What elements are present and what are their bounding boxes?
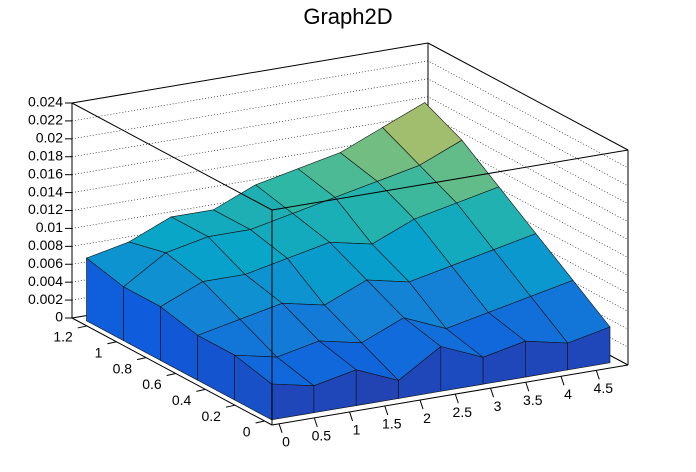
z-tick-label: 0.01	[36, 219, 63, 235]
tick-mark	[313, 417, 318, 428]
y-tick-label: 0.2	[201, 408, 221, 424]
x-tick-label: 2.5	[453, 404, 473, 420]
tick-mark	[384, 405, 389, 416]
z-tick-label: 0.004	[28, 273, 63, 289]
grid-line	[71, 114, 629, 222]
tick-mark	[419, 399, 424, 410]
x-tick-label: 0	[282, 434, 290, 450]
y-tick-label: 1	[95, 344, 103, 360]
grid-line	[71, 42, 629, 151]
tick-mark	[136, 357, 147, 361]
x-tick-label: 4.5	[594, 380, 614, 396]
x-tick-label: 2	[423, 410, 431, 426]
y-tick-label: 0	[243, 424, 251, 440]
tick-mark	[77, 325, 87, 329]
grid-line	[71, 96, 629, 205]
z-tick-label: 0.022	[28, 112, 63, 128]
tick-mark	[196, 388, 206, 392]
y-axis	[71, 317, 273, 426]
z-tick-label: 0.008	[28, 237, 63, 253]
z-tick-label: 0	[55, 309, 63, 325]
chart-title: Graph2D	[303, 4, 392, 29]
tick-mark	[255, 420, 265, 424]
tick-mark	[454, 393, 459, 404]
axis-box	[271, 149, 629, 211]
y-tick-label: 0.4	[172, 392, 192, 408]
tick-mark	[278, 423, 283, 433]
grid-line	[71, 132, 629, 240]
tick-mark	[225, 404, 236, 408]
axis-box	[71, 102, 273, 211]
grid-line	[71, 60, 629, 169]
x-tick-label: 1.5	[382, 416, 402, 432]
x-axis	[271, 364, 629, 426]
tick-mark	[560, 376, 565, 386]
z-tick-label: 0.018	[28, 147, 63, 163]
y-tick-label: 1.2	[53, 329, 73, 345]
tick-mark	[107, 341, 117, 345]
y-tick-label: 0.6	[142, 376, 162, 392]
grid-line	[71, 168, 629, 276]
x-tick-label: 1	[353, 422, 361, 438]
z-tick-label: 0.006	[28, 255, 63, 271]
z-tick-label: 0.014	[28, 183, 63, 199]
z-tick-label: 0.012	[28, 201, 63, 217]
z-tick-label: 0.02	[36, 130, 63, 146]
x-tick-label: 0.5	[312, 428, 332, 444]
x-tick-label: 3.5	[523, 392, 543, 408]
z-tick-label: 0.016	[28, 165, 63, 181]
tick-mark	[595, 370, 600, 380]
tick-mark	[166, 372, 176, 376]
y-tick-label: 0.8	[113, 360, 133, 376]
x-tick-label: 3	[494, 398, 502, 414]
surface-skirt	[567, 326, 611, 371]
tick-mark	[349, 411, 354, 422]
z-tick-label: 0.002	[28, 291, 63, 307]
tick-mark	[490, 388, 495, 398]
tick-mark	[525, 382, 530, 392]
z-tick-label: 0.024	[28, 94, 63, 110]
grid-line	[71, 78, 629, 187]
grid-line	[71, 150, 629, 258]
x-tick-label: 4	[564, 386, 572, 402]
